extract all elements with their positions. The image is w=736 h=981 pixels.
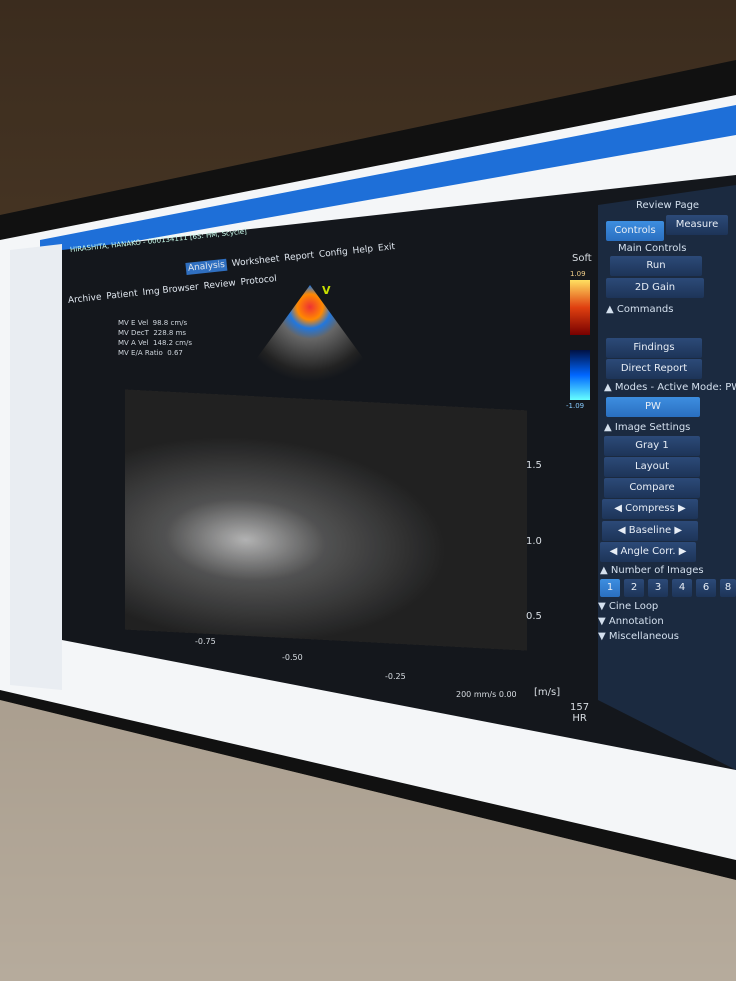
- gray-map-button[interactable]: Gray 1: [604, 436, 700, 456]
- compare-button[interactable]: Compare: [604, 478, 700, 498]
- sweep-speed: 200 mm/s 0.00: [456, 690, 517, 699]
- soft-label: Soft: [572, 253, 592, 264]
- cine-loop-header[interactable]: ▼ Cine Loop: [598, 601, 659, 612]
- images-3-button[interactable]: 3: [648, 579, 668, 597]
- images-1-button[interactable]: 1: [600, 579, 620, 597]
- measurement-row: MV DecT 228.8 ms: [118, 329, 187, 337]
- measurement-list: MV E Vel 98.8 cm/s MV DecT 228.8 ms MV A…: [118, 318, 192, 358]
- direct-report-button[interactable]: Direct Report: [606, 359, 702, 379]
- time-tick: -0.50: [282, 653, 303, 662]
- measurement-row: MV E/A Ratio 0.67: [118, 349, 183, 357]
- color-max: 1.09: [570, 270, 586, 278]
- angle-corr-stepper[interactable]: ◀ Angle Corr. ▶: [600, 542, 696, 562]
- velocity-tick: 1.5: [526, 460, 542, 471]
- velocity-unit: [m/s]: [534, 687, 561, 698]
- tab-measure[interactable]: Measure: [666, 215, 728, 235]
- findings-button[interactable]: Findings: [606, 338, 702, 358]
- time-tick: -0.25: [385, 672, 406, 681]
- pw-mode-button[interactable]: PW: [606, 397, 700, 417]
- color-bar-positive: [570, 280, 590, 335]
- commands-header[interactable]: ▲ Commands: [606, 304, 674, 315]
- tab-controls[interactable]: Controls: [606, 221, 664, 241]
- main-controls-header: Main Controls: [618, 243, 687, 254]
- miscellaneous-header[interactable]: ▼ Miscellaneous: [598, 631, 679, 642]
- annotation-header[interactable]: ▼ Annotation: [598, 616, 664, 627]
- measurement-row: MV E Vel 98.8 cm/s: [118, 319, 188, 327]
- compress-stepper[interactable]: ◀ Compress ▶: [602, 499, 698, 519]
- menu-help[interactable]: Help: [352, 244, 374, 257]
- images-8-button[interactable]: 8: [720, 579, 736, 597]
- measurement-row: MV A Vel 148.2 cm/s: [118, 339, 192, 347]
- image-settings-header[interactable]: ▲ Image Settings: [604, 422, 691, 433]
- layout-button[interactable]: Layout: [604, 457, 700, 477]
- time-tick: -0.75: [195, 637, 216, 646]
- baseline-stepper[interactable]: ◀ Baseline ▶: [602, 521, 698, 541]
- images-2-button[interactable]: 2: [624, 579, 644, 597]
- color-min: -1.09: [566, 402, 585, 410]
- review-page-label: Review Page: [636, 200, 700, 211]
- velocity-tick: 1.0: [526, 536, 542, 547]
- color-bar-negative: [570, 350, 590, 400]
- menu-exit[interactable]: Exit: [377, 242, 396, 254]
- pw-doppler-spectrum: [125, 389, 527, 651]
- images-6-button[interactable]: 6: [696, 579, 716, 597]
- number-of-images-header[interactable]: ▲ Number of Images: [600, 565, 704, 576]
- 2d-gain-stepper[interactable]: 2D Gain: [606, 278, 704, 298]
- velocity-tick: 0.5: [526, 611, 542, 622]
- heart-rate: 157 HR: [570, 702, 590, 724]
- view-marker: V: [322, 284, 331, 297]
- modes-header[interactable]: ▲ Modes - Active Mode: PW: [604, 382, 736, 393]
- images-4-button[interactable]: 4: [672, 579, 692, 597]
- run-button[interactable]: Run: [610, 256, 702, 276]
